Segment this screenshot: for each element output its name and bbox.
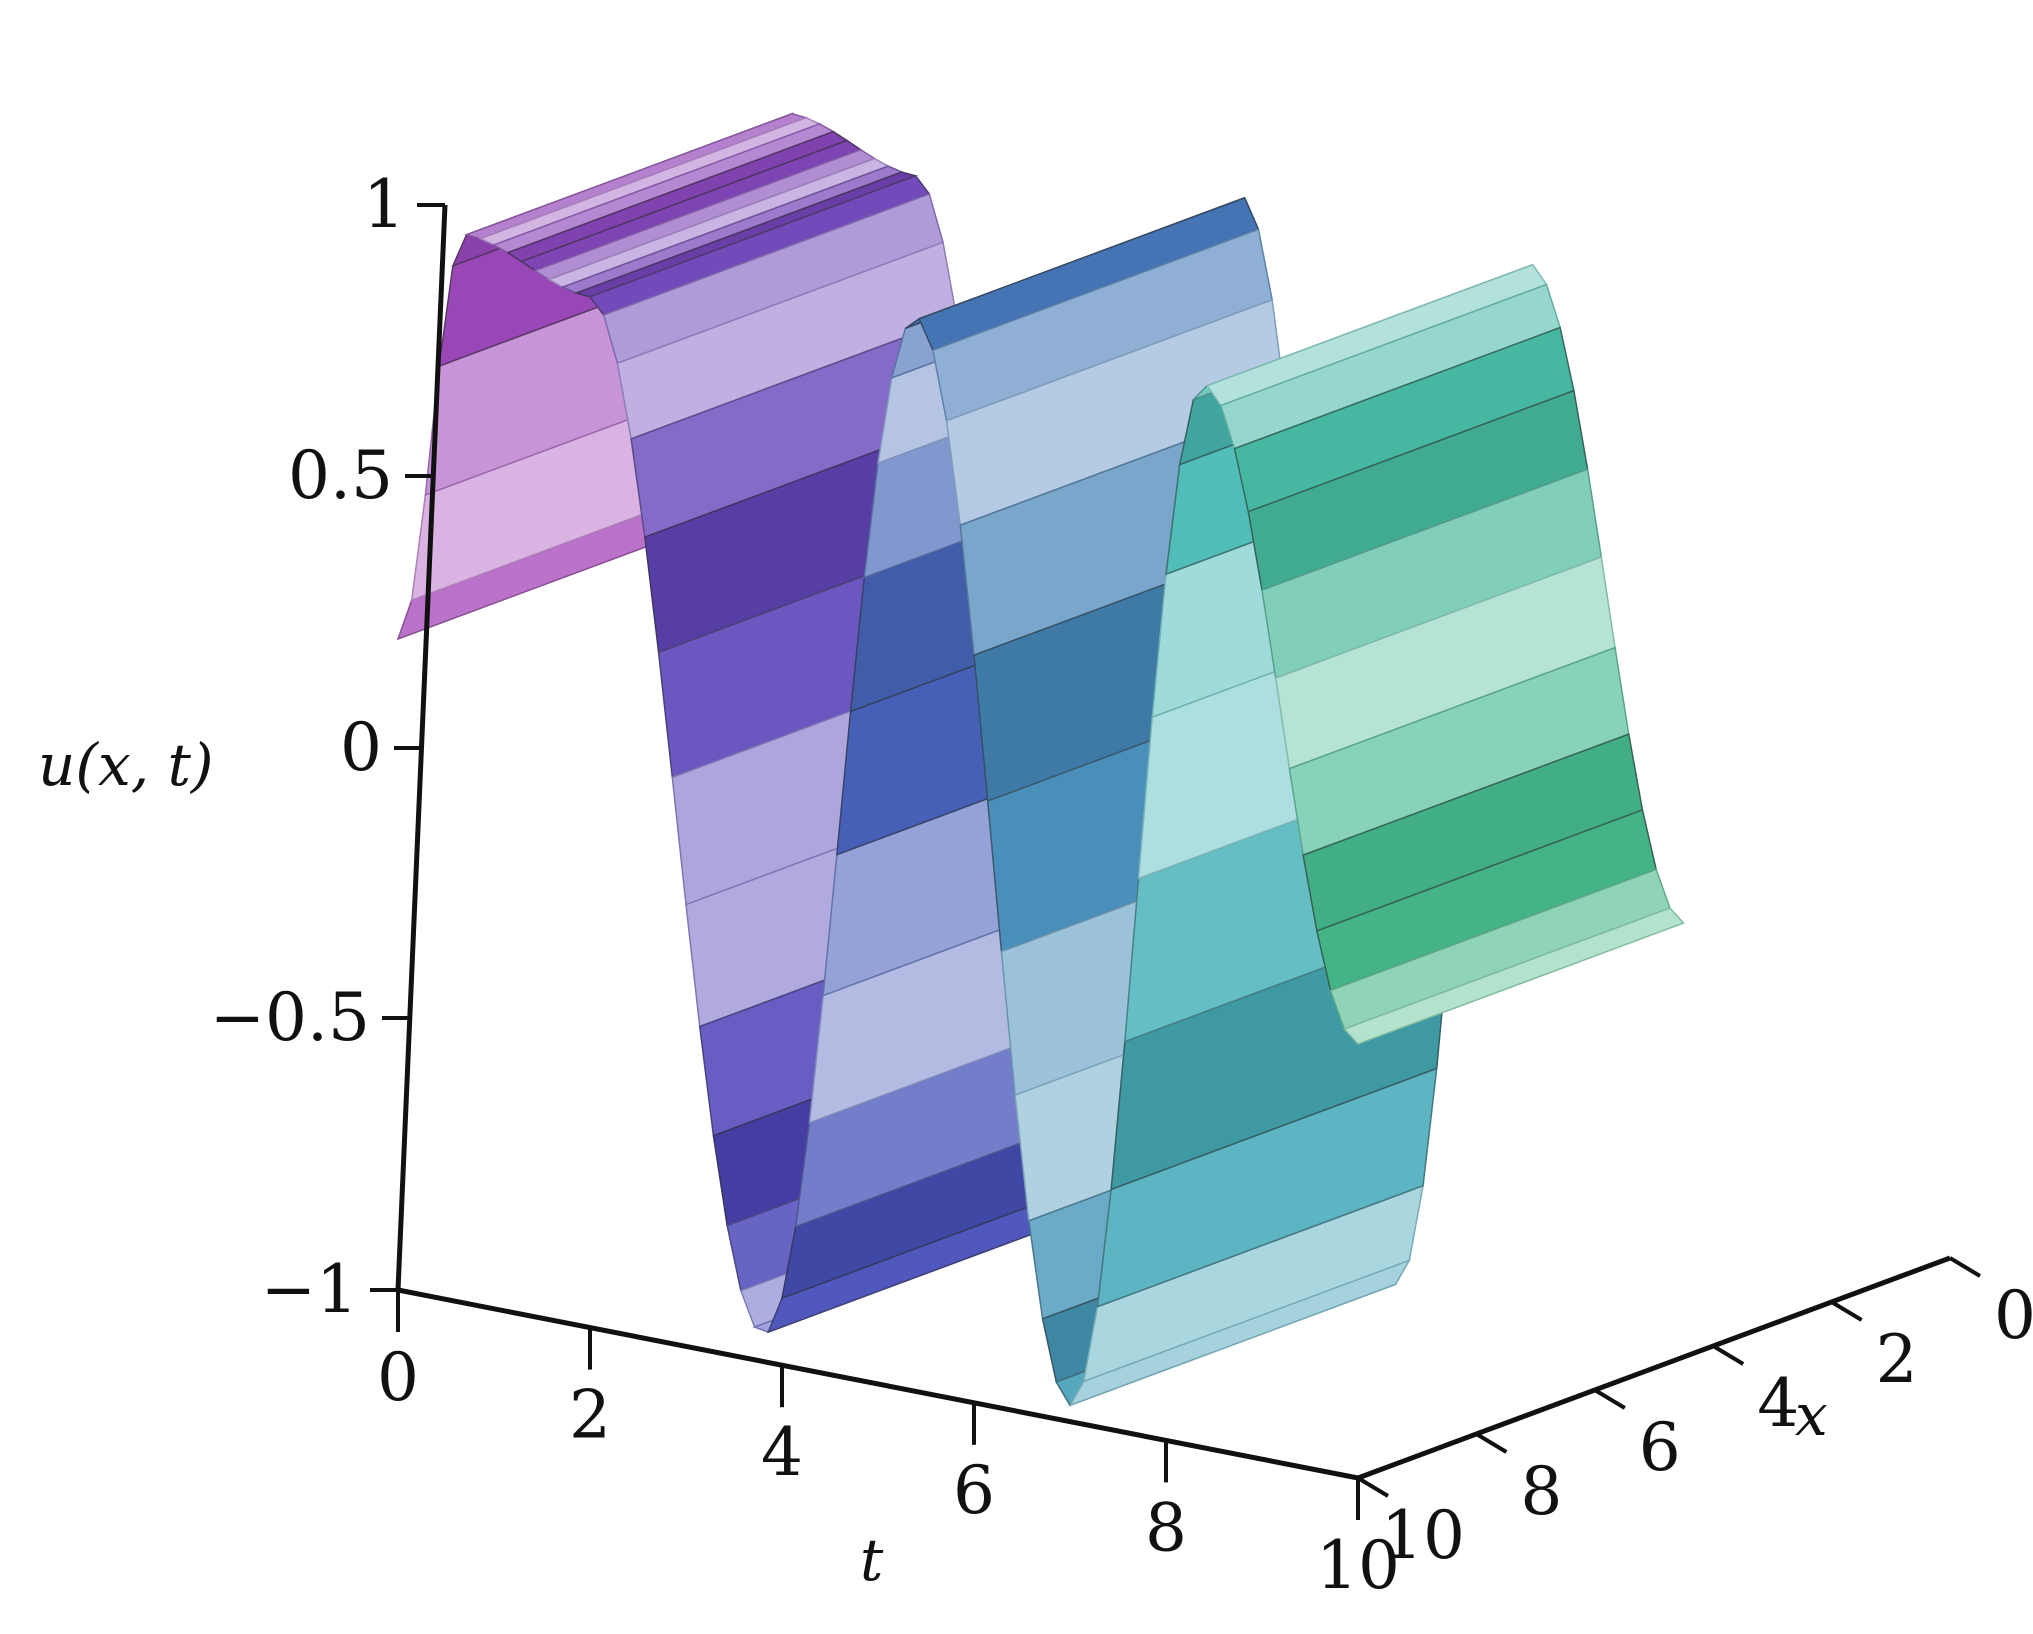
surface-strip (1342, 907, 1685, 1045)
t-axis-line (397, 1287, 1359, 1481)
z-tick-label: 0.5 (288, 437, 393, 514)
x-tick-label: 6 (1639, 1409, 1681, 1486)
x-tick-mark (1830, 1300, 1863, 1322)
x-tick-label: 0 (1994, 1277, 2033, 1354)
z-axis-title: u(x, t) (38, 731, 214, 799)
x-tick-label: 4 (1757, 1365, 1799, 1442)
t-tick-label: 8 (1145, 1489, 1187, 1566)
x-axis-line (1357, 1255, 1951, 1481)
x-tick-mark (1948, 1256, 1982, 1278)
x-tick-mark (1356, 1476, 1390, 1498)
t-tick-label: 4 (761, 1414, 803, 1491)
t-tick-label: 2 (569, 1377, 611, 1454)
z-tick-label: 1 (363, 166, 405, 243)
t-tick-label: 6 (953, 1452, 995, 1529)
z-tick-label: −1 (261, 1251, 358, 1328)
x-axis-title: x (1795, 1381, 1828, 1449)
x-tick-mark (1593, 1388, 1626, 1410)
t-tick-label: 0 (377, 1339, 419, 1416)
x-tick-mark (1712, 1344, 1745, 1366)
z-tick-label: −0.5 (210, 979, 370, 1056)
z-tick-label: 0 (340, 709, 382, 786)
x-tick-label: 8 (1520, 1453, 1562, 1530)
x-tick-mark (1475, 1432, 1508, 1454)
x-tick-label: 2 (1876, 1321, 1918, 1398)
surface (396, 112, 1685, 1407)
x-tick-label: 10 (1381, 1497, 1465, 1574)
t-tick-label: 10 (1316, 1527, 1400, 1604)
t-axis-title: t (860, 1526, 884, 1594)
